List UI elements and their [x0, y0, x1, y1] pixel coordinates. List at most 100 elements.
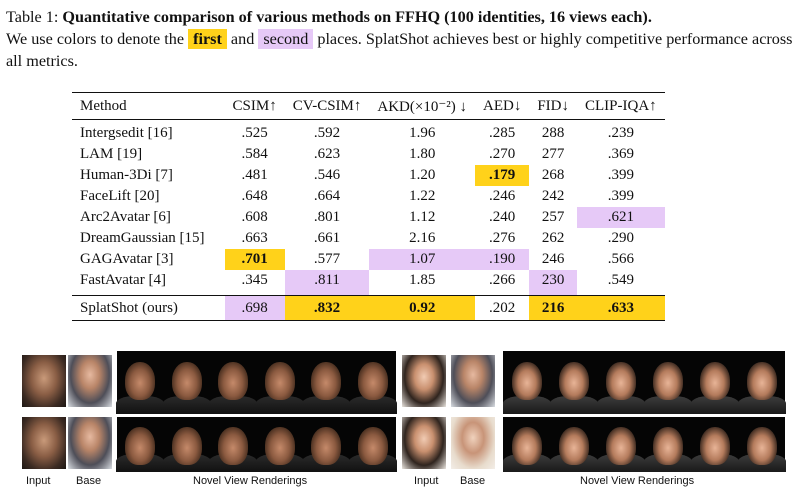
- input-face-image: [22, 355, 66, 407]
- metric-cell: .648: [241, 188, 268, 204]
- header-cell: AKD(×10⁻²) ↓: [369, 92, 475, 120]
- metric-cell: .202: [475, 295, 530, 321]
- metric-cell: .285: [489, 125, 516, 141]
- metric-cell: 216: [529, 295, 577, 321]
- header-cell: CLIP-IQA↑: [577, 92, 665, 120]
- metric-cell: 2.16: [409, 230, 436, 246]
- rendered-head: [218, 426, 249, 465]
- caption-text-after: places. SplatShot achieves best or highl…: [6, 30, 793, 70]
- metric-cell: .369: [607, 146, 634, 162]
- metric-cell: 277: [541, 146, 565, 162]
- table-row: LAM [19] .584 .623 1.80 .270 277 .369: [72, 144, 665, 165]
- metric-cell: .239: [607, 125, 634, 141]
- rendered-head: [511, 426, 542, 465]
- header-cell: AED↓: [475, 92, 530, 120]
- novel-view-label: Novel View Renderings: [193, 475, 308, 487]
- input-label: Input: [26, 475, 51, 487]
- metric-cell: .399: [607, 188, 634, 204]
- metric-cell: .276: [489, 230, 516, 246]
- rendered-shoulders: [255, 396, 304, 414]
- method-name: FastAvatar [4]: [80, 272, 166, 288]
- caption-and: and: [230, 30, 255, 48]
- base-face-image: [68, 355, 112, 407]
- novel-view-strip: [502, 417, 786, 472]
- header-cell: Method: [72, 92, 225, 120]
- metric-cell: 288: [541, 125, 565, 141]
- table-row: Arc2Avatar [6] .608 .801 1.12 .240 257 .621: [72, 207, 665, 228]
- table-title: Quantitative comparison of various metho…: [62, 8, 652, 26]
- rendered-head: [652, 362, 683, 401]
- rendered-head: [605, 362, 636, 401]
- metric-cell: 262: [541, 230, 565, 246]
- method-name: DreamGaussian [15]: [80, 230, 205, 246]
- metric-cell: .270: [489, 146, 516, 162]
- rendered-shoulders: [162, 396, 211, 414]
- metric-cell: .623: [313, 146, 341, 162]
- rendered-shoulders: [737, 396, 786, 414]
- metric-cell: .832: [284, 295, 370, 321]
- rendered-head: [171, 362, 202, 401]
- rendered-shoulders: [690, 396, 739, 414]
- method-name: Arc2Avatar [6]: [80, 209, 171, 225]
- rendered-shoulders: [348, 396, 397, 414]
- input-label: Input: [414, 475, 439, 487]
- novel-view-strip: [116, 417, 397, 472]
- metric-cell: .190: [475, 249, 530, 270]
- base-label: Base: [460, 475, 486, 487]
- method-name: GAGAvatar [3]: [80, 251, 174, 267]
- input-face-image: [22, 417, 66, 469]
- method-name: FaceLift [20]: [80, 188, 160, 204]
- rendered-head: [357, 362, 388, 401]
- rendered-shoulders: [116, 396, 165, 414]
- rendered-shoulders: [549, 396, 598, 414]
- method-name: SplatShot (ours): [72, 295, 225, 321]
- metric-cell: 230: [529, 270, 577, 296]
- rendered-head: [218, 362, 249, 401]
- table-row: FastAvatar [4] .345 .811 1.85 .266 230 .549: [72, 270, 665, 296]
- rendered-head: [511, 362, 542, 401]
- table-row: DreamGaussian [15] .663 .661 2.16 .276 262 .29…: [72, 228, 665, 249]
- metric-cell: .801: [313, 209, 341, 225]
- input-face-image: [402, 417, 446, 469]
- metric-cell: .811: [284, 270, 370, 296]
- metric-cell: .701: [224, 249, 285, 270]
- table-label: Table 1:: [6, 8, 59, 26]
- rendered-head: [652, 426, 683, 465]
- rendered-shoulders: [209, 396, 258, 414]
- rendered-head: [311, 426, 342, 465]
- table-row: Intergsedit [16] .525 .592 1.96 .285 288 .239: [72, 120, 665, 145]
- metric-cell: .399: [607, 167, 634, 183]
- base-label: Base: [76, 475, 102, 487]
- input-face-image: [402, 355, 446, 407]
- metric-cell: .661: [313, 230, 341, 246]
- base-face-image: [451, 417, 495, 469]
- rendered-head: [699, 362, 730, 401]
- method-name: Intergsedit [16]: [80, 125, 173, 141]
- metric-cell: 1.07: [369, 249, 475, 270]
- metric-cell: 1.96: [409, 125, 436, 141]
- rendered-head: [605, 426, 636, 465]
- rendered-head: [357, 426, 388, 465]
- metric-cell: .290: [607, 230, 634, 246]
- rendered-shoulders: [643, 396, 692, 414]
- rendered-head: [125, 426, 156, 465]
- metric-cell: .584: [241, 146, 268, 162]
- metric-cell: 1.12: [409, 209, 436, 225]
- metric-cell: .621: [577, 207, 665, 228]
- metric-cell: 1.80: [409, 146, 436, 162]
- table-row: FaceLift [20] .648 .664 1.22 .246 242 .399: [72, 186, 665, 207]
- rendered-shoulders: [302, 396, 351, 414]
- metric-cell: .698: [224, 295, 285, 321]
- rendered-head: [746, 426, 777, 465]
- metric-cell: .240: [489, 209, 516, 225]
- metric-cell: .633: [577, 295, 665, 321]
- method-name: Human-3Di [7]: [80, 167, 173, 183]
- metric-cell: 242: [541, 188, 565, 204]
- novel-view-strip: [116, 351, 397, 414]
- results-table: Method CSIM↑ CV-CSIM↑ AKD(×10⁻²) ↓ AED↓ …: [72, 92, 665, 321]
- metric-cell: .592: [313, 125, 341, 141]
- metric-cell: .246: [489, 188, 516, 204]
- base-face-image: [68, 417, 112, 469]
- metric-cell: .481: [241, 167, 268, 183]
- header-cell: CV-CSIM↑: [284, 92, 370, 120]
